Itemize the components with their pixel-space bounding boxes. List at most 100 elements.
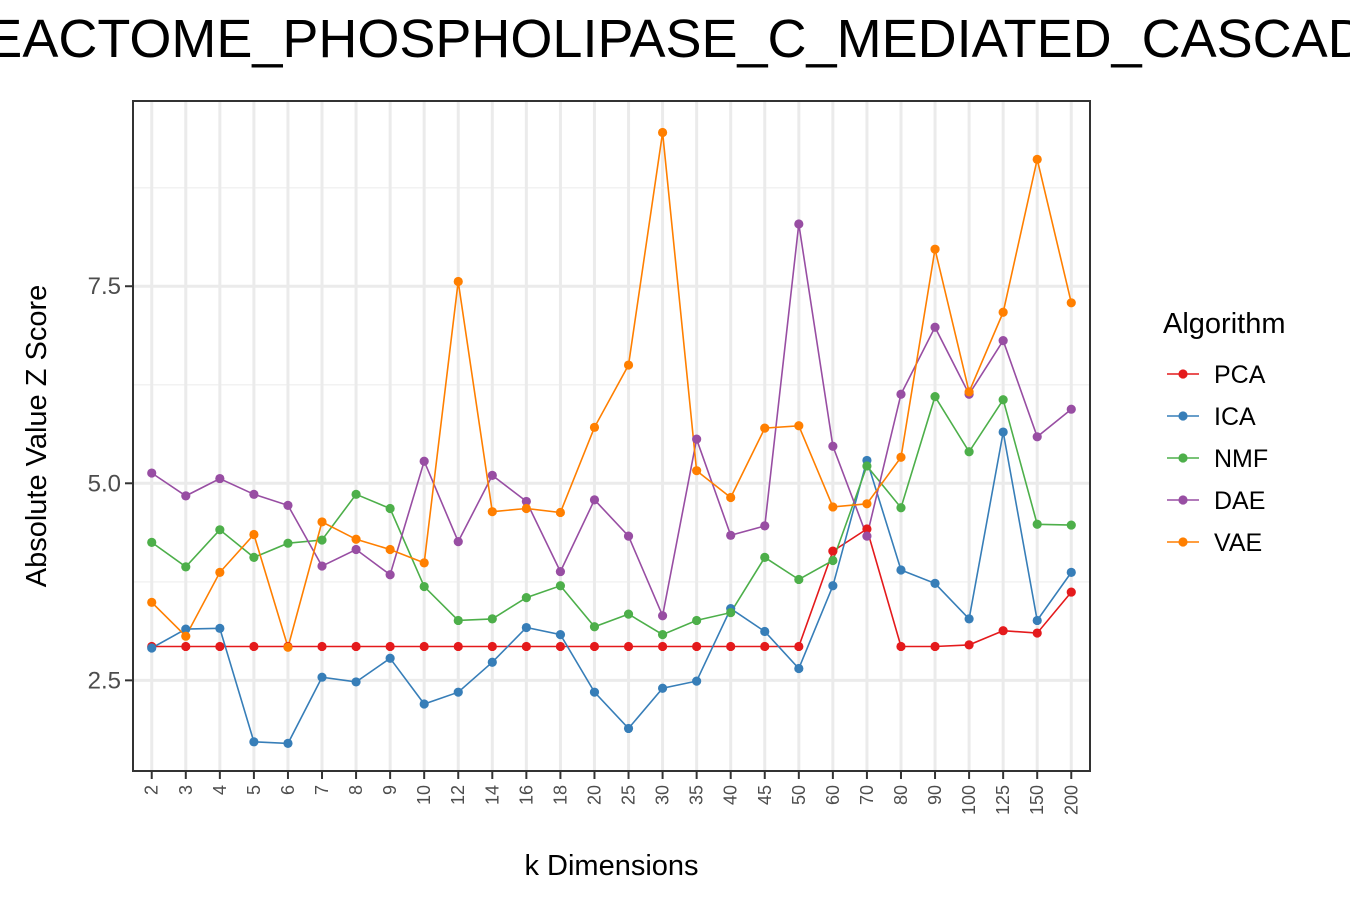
data-point-vae	[521, 503, 531, 514]
x-tick-label: 16	[516, 785, 536, 805]
data-point-pca	[385, 641, 395, 652]
x-tick-label: 25	[619, 785, 639, 805]
legend-item-nmf: NMF	[1167, 445, 1268, 473]
data-point-ica	[351, 677, 361, 687]
data-point-ica	[964, 614, 974, 624]
x-tick-label: 12	[448, 785, 468, 805]
plot-panel-border	[132, 100, 1091, 772]
data-point-vae	[1032, 154, 1042, 164]
data-point-dae	[555, 566, 566, 577]
data-point-ica	[623, 723, 634, 734]
x-tick-label: 45	[755, 785, 775, 805]
data-point-dae	[794, 219, 804, 229]
grid-major	[133, 101, 1090, 771]
data-point-pca	[249, 641, 259, 652]
data-point-vae	[351, 534, 361, 544]
data-point-pca	[351, 641, 361, 652]
legend-key-point	[1178, 453, 1188, 463]
x-axis-title: k Dimensions	[524, 850, 698, 882]
legend-label: ICA	[1214, 403, 1256, 431]
series-line-vae	[151, 132, 1073, 651]
x-tick-label: 6	[278, 785, 298, 795]
data-point-vae	[453, 276, 463, 287]
data-point-dae	[487, 470, 497, 481]
legend-title: Algorithm	[1163, 308, 1286, 340]
data-point-pca	[862, 524, 872, 534]
data-point-nmf	[998, 395, 1008, 405]
data-point-nmf	[692, 615, 702, 626]
x-tick-label: 125	[993, 785, 1013, 815]
legend-label: PCA	[1214, 361, 1266, 389]
data-point-ica	[521, 622, 531, 633]
x-tick-label: 80	[891, 785, 911, 805]
data-point-dae	[1066, 404, 1076, 414]
x-tick-label: 9	[380, 785, 400, 795]
data-point-dae	[419, 456, 429, 466]
data-point-dae	[657, 611, 668, 621]
data-point-vae	[487, 507, 497, 517]
data-point-dae	[249, 489, 259, 499]
data-point-pca	[828, 546, 838, 556]
data-point-ica	[249, 737, 259, 747]
data-point-pca	[998, 626, 1008, 636]
data-point-dae	[181, 491, 191, 501]
data-point-dae	[930, 322, 940, 332]
x-tick-label: 14	[482, 785, 502, 805]
data-point-dae	[589, 495, 600, 505]
y-tick-label: 5.0	[88, 470, 121, 497]
legend-key-point	[1178, 411, 1188, 421]
data-point-vae	[930, 244, 940, 254]
data-point-nmf	[419, 581, 429, 592]
x-tick-label: 150	[1027, 785, 1047, 815]
data-point-nmf	[657, 630, 668, 640]
x-tick-label: 20	[584, 785, 604, 805]
data-point-nmf	[147, 537, 157, 548]
y-axis-title: Absolute Value Z Score	[21, 285, 53, 588]
x-tick-label: 5	[244, 785, 264, 795]
data-point-ica	[657, 683, 668, 693]
data-point-ica	[930, 578, 940, 589]
data-point-nmf	[794, 574, 804, 585]
data-point-ica	[998, 427, 1008, 437]
data-point-pca	[589, 641, 600, 652]
data-point-ica	[828, 581, 838, 591]
data-point-vae	[589, 422, 600, 432]
legend: Algorithm PCA ICA NMF DAE VAE	[1163, 308, 1286, 557]
data-point-nmf	[589, 622, 600, 632]
legend-item-dae: DAE	[1167, 487, 1265, 515]
data-point-pca	[453, 641, 463, 652]
data-point-pca	[794, 641, 804, 652]
x-tick-label: 18	[550, 785, 570, 805]
data-point-vae	[317, 517, 327, 527]
data-point-pca	[521, 641, 531, 652]
x-tick-label: 50	[789, 785, 809, 805]
x-tick-label: 70	[857, 785, 877, 805]
data-point-dae	[215, 473, 225, 484]
x-tick-label: 4	[210, 785, 230, 795]
data-point-vae	[215, 567, 225, 577]
data-point-pca	[1066, 587, 1076, 597]
data-point-nmf	[760, 552, 770, 562]
x-tick-label: 10	[414, 785, 434, 805]
data-point-pca	[623, 641, 634, 652]
data-point-dae	[1032, 432, 1042, 442]
data-point-vae	[1066, 298, 1076, 308]
data-point-ica	[181, 624, 191, 634]
data-point-dae	[760, 521, 770, 531]
data-point-dae	[623, 531, 634, 541]
data-point-nmf	[555, 581, 566, 591]
data-point-pca	[181, 641, 191, 652]
legend-key-point	[1178, 537, 1188, 547]
data-point-pca	[419, 641, 429, 652]
data-point-vae	[998, 307, 1008, 317]
data-point-vae	[419, 558, 429, 568]
chart-title: REACTOME_PHOSPHOLIPASE_C_MEDIATED_CASCAD…	[0, 9, 1350, 69]
data-point-nmf	[385, 503, 395, 514]
legend-key-point	[1178, 495, 1188, 505]
data-point-vae	[385, 544, 395, 555]
data-point-pca	[317, 641, 327, 652]
data-point-dae	[283, 500, 293, 510]
x-tick-label: 200	[1061, 785, 1081, 815]
y-tick-label: 7.5	[88, 273, 121, 300]
x-tick-label: 35	[687, 785, 707, 805]
